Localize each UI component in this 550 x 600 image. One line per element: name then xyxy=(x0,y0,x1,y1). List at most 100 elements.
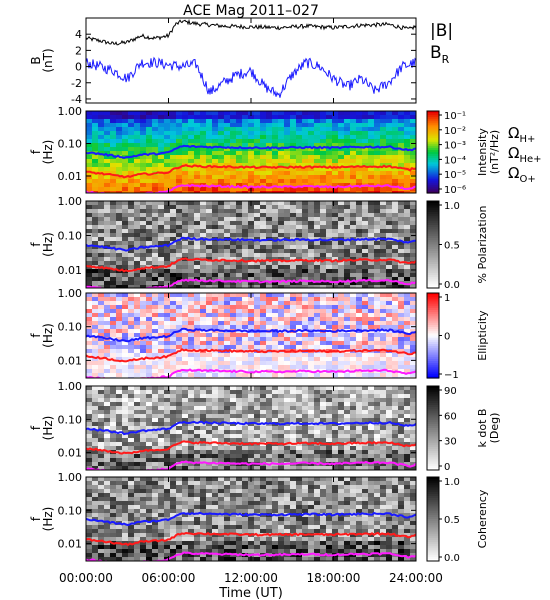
legend: |B|BR ΩH+ΩHe+ΩO+ xyxy=(430,21,542,185)
y-axis-label: f xyxy=(29,516,43,521)
panel-plot-area xyxy=(86,293,416,378)
colorbar-frame xyxy=(426,110,440,194)
gyrofrequency-line-heplus xyxy=(86,348,416,363)
y-tick-label: 0.01 xyxy=(58,354,83,367)
y-tick-label: 0.10 xyxy=(58,229,83,242)
y-axis-unit: (Hz) xyxy=(41,416,55,441)
y-tick-label: 0.10 xyxy=(58,413,83,426)
colorbar: 10⁻¹ 10⁻² 10⁻³ 10⁻⁴ 10⁻⁵ 10⁻⁶ Intensity (nT²/Hz… xyxy=(426,110,501,196)
y-axis-unit: (Hz) xyxy=(41,232,55,257)
y-axis-unit: (Hz) xyxy=(41,507,55,532)
y-tick-label: 0.10 xyxy=(58,321,83,334)
colorbar-tick-label: 0.5 xyxy=(444,515,460,526)
colorbar-label: % Polarization xyxy=(476,206,489,284)
y-axis-unit: (Hz) xyxy=(41,140,55,165)
series-line-1 xyxy=(86,18,416,46)
y-tick-label: -2 xyxy=(71,77,82,90)
panel-plot-area xyxy=(86,201,416,288)
y-tick-label: 0.01 xyxy=(58,170,83,183)
panel-plot-area xyxy=(86,111,416,193)
gyrofrequency-line-oplus xyxy=(86,460,416,470)
y-tick-label: -4 xyxy=(71,93,82,106)
y-axis-unit: (nT) xyxy=(41,48,55,72)
colorbar-tick-label: 10⁻² xyxy=(444,126,466,137)
colorbar-frame xyxy=(426,385,440,471)
gyrofrequency-line-oplus xyxy=(86,278,416,288)
y-tick-label: 0.10 xyxy=(58,138,83,151)
gyrofrequency-line-oplus xyxy=(86,551,416,561)
gyrofrequency-line-oplus xyxy=(86,368,416,378)
y-tick-label: 0 xyxy=(75,61,82,74)
gyrofrequency-line-hplus xyxy=(86,420,416,436)
colorbar-tick-label: −1 xyxy=(444,370,459,381)
colorbar-tick-label: 0.0 xyxy=(444,280,460,291)
colorbar-tick-label: 0.5 xyxy=(444,241,460,252)
spectrogram-cells xyxy=(86,293,416,378)
series-line-2 xyxy=(86,56,416,98)
colorbar-unit: (Deg) xyxy=(488,413,501,444)
colorbar-label: k dot B xyxy=(476,409,489,448)
gyrofrequency-line-hplus xyxy=(86,511,416,527)
legend-gyro-3: ΩO+ xyxy=(508,164,536,185)
panels-group: 4 2 0 -2 -4 B(nT) 10⁻¹ 10⁻² 10⁻³ 10⁻⁴ 10⁻⁵ 10⁻⁶ Inte… xyxy=(29,17,501,564)
x-tick-label: 06:00:00 xyxy=(142,571,196,585)
gyrofrequency-line-heplus xyxy=(86,257,416,273)
colorbar-unit: (nT²/Hz) xyxy=(488,130,501,174)
colorbar-tick-label: 30 xyxy=(444,437,457,448)
y-axis-unit: (Hz) xyxy=(41,323,55,348)
y-tick-label: 4 xyxy=(75,28,82,41)
panel-2: 10⁻¹ 10⁻² 10⁻³ 10⁻⁴ 10⁻⁵ 10⁻⁶ Intensity (nT²/Hz… xyxy=(29,105,501,196)
panel-3: 1.0 0.5 0.0 % Polarization 1.00 0.10 0.01 f(Hz) xyxy=(29,195,489,291)
legend-entry-1: |B| xyxy=(430,21,453,41)
y-tick-label: 1.00 xyxy=(58,380,83,393)
spectrogram-cells xyxy=(86,201,416,288)
y-tick-label: 2 xyxy=(75,44,82,57)
gyrofrequency-line-hplus xyxy=(86,144,416,159)
colorbar-label: Intensity xyxy=(476,128,489,176)
y-tick-label: 1.00 xyxy=(58,287,83,300)
y-axis-label: B xyxy=(29,56,43,64)
panel-6: 1.0 0.5 0.0 Coherency 1.00 0.10 0.01 f(Hz) xyxy=(29,471,489,564)
gyrofrequency-line-heplus xyxy=(86,164,416,179)
colorbar-tick-label: 10⁻⁶ xyxy=(444,185,466,196)
panel-4: 1 0 −1 Ellipticity 1.00 0.10 0.01 f(Hz) xyxy=(29,287,489,381)
y-axis-label: f xyxy=(29,425,43,430)
panel-5: 90 60 30 0 k dot B (Deg) 1.00 0.10 0.01 f(Hz) xyxy=(29,380,501,473)
y-axis-label: f xyxy=(29,242,43,247)
panel-frame xyxy=(85,17,417,104)
spectrogram-cells xyxy=(86,111,416,193)
colorbar-tick-label: 10⁻³ xyxy=(444,141,466,152)
x-tick-label: 24:00:00 xyxy=(389,571,443,585)
colorbar-tick-label: 0.0 xyxy=(444,553,460,564)
colorbar: 1 0 −1 Ellipticity xyxy=(426,292,489,381)
gyrofrequency-line-hplus xyxy=(86,236,416,252)
colorbar: 90 60 30 0 k dot B (Deg) xyxy=(426,385,501,473)
y-axis-label: f xyxy=(29,333,43,338)
x-axis-label: Time (UT) xyxy=(218,586,283,600)
gyrofrequency-line-heplus xyxy=(86,440,416,455)
y-tick-label: 1.00 xyxy=(58,471,83,484)
colorbar-label: Coherency xyxy=(476,489,489,548)
time-axis: 00:00:00 06:00:00 12:00:00 18:00:00 24:00:00 xyxy=(59,571,443,585)
y-tick-label: 0.01 xyxy=(58,538,83,551)
y-axis-label: f xyxy=(29,149,43,154)
colorbar-tick-label: 1 xyxy=(444,293,450,304)
y-tick-label: 1.00 xyxy=(58,195,83,208)
panel-1: 4 2 0 -2 -4 B(nT) xyxy=(29,17,417,106)
gyrofrequency-line-oplus xyxy=(86,183,416,193)
y-tick-label: 0.01 xyxy=(58,264,83,277)
spectrogram-cells xyxy=(86,386,416,470)
chart-title: ACE Mag 2011–027 xyxy=(183,3,319,19)
gyrofrequency-line-heplus xyxy=(86,531,416,547)
colorbar: 1.0 0.5 0.0 Coherency xyxy=(426,476,489,564)
spectrogram-cells xyxy=(86,477,416,561)
x-tick-label: 18:00:00 xyxy=(307,571,361,585)
legend-gyro-1: ΩH+ xyxy=(508,124,535,145)
x-tick-label: 12:00:00 xyxy=(224,571,278,585)
colorbar-tick-label: 90 xyxy=(444,386,457,397)
gyrofrequency-line-hplus xyxy=(86,327,416,343)
panel-plot-area xyxy=(86,477,416,561)
colorbar-tick-label: 10⁻⁴ xyxy=(444,155,466,166)
legend-gyro-2: ΩHe+ xyxy=(508,144,542,165)
